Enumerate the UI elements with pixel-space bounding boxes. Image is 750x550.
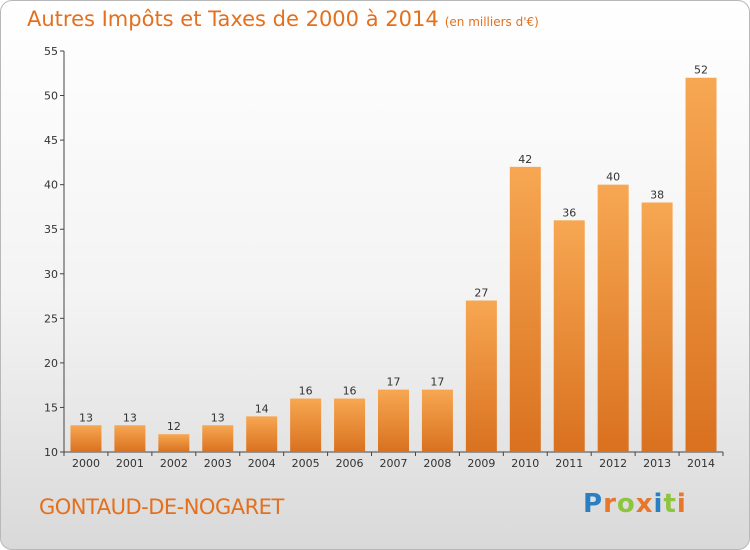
bar-value-label: 36 — [562, 206, 576, 219]
bar — [465, 300, 497, 452]
proxiti-logo: Proxiti — [583, 489, 687, 519]
y-tick-label: 20 — [44, 357, 58, 370]
bar — [290, 398, 322, 452]
y-tick-label: 35 — [44, 223, 58, 236]
chart-title-text: Autres Impôts et Taxes de 2000 à 2014 — [27, 7, 439, 31]
bar-value-label: 13 — [211, 411, 225, 424]
x-tick-label: 2006 — [336, 457, 364, 470]
chart-labels: 13 2000 13 2001 12 2002 13 2003 14 2004 16 2005 16 20… — [72, 64, 715, 470]
bar — [114, 425, 146, 452]
chart-unit: (en milliers d'€) — [444, 15, 539, 29]
bar-value-label: 16 — [343, 385, 357, 398]
x-tick-label: 2004 — [248, 457, 276, 470]
logo-letter: o — [616, 489, 636, 519]
bar-value-label: 27 — [474, 287, 488, 300]
commune-name: GONTAUD-DE-NOGARET — [39, 495, 284, 519]
bar — [334, 398, 366, 452]
logo-letter: t — [663, 489, 677, 519]
bar — [553, 220, 585, 452]
x-tick-label: 2009 — [467, 457, 495, 470]
x-tick-label: 2001 — [116, 457, 144, 470]
bar — [70, 425, 102, 452]
bar-value-label: 13 — [79, 411, 93, 424]
y-tick-label: 15 — [44, 401, 58, 414]
bar — [509, 166, 541, 452]
x-tick-label: 2000 — [72, 457, 100, 470]
bar — [378, 389, 409, 452]
bar-value-label: 16 — [299, 385, 313, 398]
bar-value-label: 17 — [430, 376, 444, 389]
bar-value-label: 14 — [255, 402, 269, 415]
bar — [158, 434, 190, 452]
logo-letter: x — [635, 489, 654, 519]
bar-value-label: 13 — [123, 411, 137, 424]
bar-value-label: 17 — [387, 376, 401, 389]
logo-letter: P — [583, 489, 604, 519]
x-tick-label: 2005 — [292, 457, 320, 470]
logo-letter: i — [676, 489, 687, 519]
x-tick-label: 2007 — [380, 457, 408, 470]
bar-value-label: 38 — [650, 188, 664, 201]
x-tick-label: 2010 — [511, 457, 539, 470]
x-tick-label: 2002 — [160, 457, 188, 470]
y-tick-label: 40 — [44, 179, 58, 192]
y-tick-label: 25 — [44, 312, 58, 325]
bar-value-label: 40 — [606, 171, 620, 184]
logo-letter: i — [653, 489, 664, 519]
bar — [246, 416, 278, 452]
y-tick-label: 30 — [44, 268, 58, 281]
x-tick-label: 2014 — [687, 457, 715, 470]
x-tick-label: 2012 — [599, 457, 627, 470]
bar-value-label: 12 — [167, 420, 181, 433]
y-tick-label: 50 — [44, 90, 58, 103]
logo-letter: r — [603, 489, 617, 519]
bar-value-label: 52 — [694, 64, 708, 77]
bar — [641, 202, 673, 452]
y-tick-label: 45 — [44, 134, 58, 147]
x-tick-label: 2013 — [643, 457, 671, 470]
y-tick-label: 55 — [44, 45, 58, 58]
x-tick-label: 2011 — [555, 457, 583, 470]
x-tick-label: 2003 — [204, 457, 232, 470]
y-tick-label: 10 — [44, 446, 58, 459]
bar — [202, 425, 234, 452]
bar-value-label: 42 — [518, 153, 532, 166]
bar — [597, 184, 629, 452]
bar — [685, 77, 717, 452]
chart-bars — [70, 77, 717, 452]
x-tick-label: 2008 — [423, 457, 451, 470]
bar — [421, 389, 453, 452]
chart-title: Autres Impôts et Taxes de 2000 à 2014 (en… — [27, 7, 539, 31]
